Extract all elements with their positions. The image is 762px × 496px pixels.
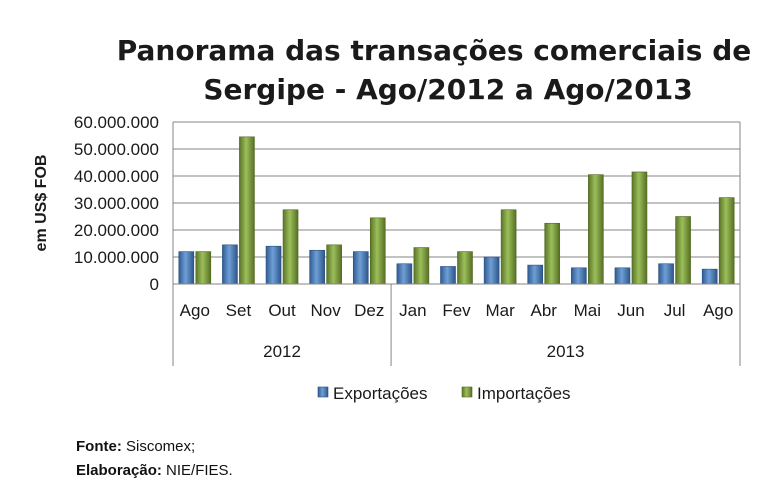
y-tick-label: 50.000.000 — [74, 140, 159, 159]
x-category-label: Nov — [311, 301, 342, 320]
x-category-label: Out — [268, 301, 296, 320]
y-tick-label: 60.000.000 — [74, 113, 159, 132]
gridlines — [173, 121, 740, 258]
bar-importacoes — [544, 222, 561, 285]
bar-importacoes — [195, 251, 212, 285]
x-category-label: Abr — [530, 301, 557, 320]
y-tick-labels: 0 10.000.000 20.000.000 30.000.000 40.000.00… — [74, 113, 159, 294]
bar-exportacoes — [658, 263, 674, 285]
footer-source: Fonte: Siscomex; — [76, 438, 195, 455]
bar-importacoes — [588, 174, 604, 285]
x-category-label: Jul — [664, 301, 686, 320]
bar-exportacoes — [396, 263, 413, 285]
bar-exportacoes — [352, 251, 369, 285]
bar-exportacoes — [265, 245, 282, 285]
y-tick-label: 10.000.000 — [74, 248, 159, 267]
bar-importacoes — [718, 197, 735, 285]
x-category-label: Jan — [399, 301, 426, 320]
y-axis-label: em US$ FOB — [33, 155, 50, 252]
chart-title-line-2: Sergipe - Ago/2012 a Ago/2013 — [203, 73, 692, 106]
axes — [172, 122, 741, 366]
bar-exportacoes — [483, 256, 500, 285]
bar-importacoes — [239, 136, 255, 285]
y-tick-label: 40.000.000 — [74, 167, 159, 186]
bar-exportacoes — [222, 244, 238, 285]
x-category-label: Jun — [617, 301, 644, 320]
x-category-label: Mai — [574, 301, 601, 320]
bar-exportacoes — [440, 266, 456, 285]
x-category-label: Fev — [442, 301, 471, 320]
y-tick-label: 30.000.000 — [74, 194, 159, 213]
y-tick-label: 0 — [150, 275, 159, 294]
footer-source-label: Fonte: — [76, 438, 122, 455]
x-category-label: Set — [226, 301, 252, 320]
bar-importacoes — [282, 209, 299, 285]
bar-importacoes — [326, 244, 342, 285]
legend-label: Exportações — [333, 384, 428, 403]
bar-importacoes — [413, 247, 430, 285]
x-group-label: 2013 — [547, 342, 585, 361]
bar-exportacoes — [571, 267, 587, 285]
footer-source-value: Siscomex; — [126, 438, 196, 455]
bar-exportacoes — [614, 267, 631, 285]
x-category-label: Ago — [703, 301, 733, 320]
x-group-label: 2012 — [263, 342, 301, 361]
footer-elaboration-value: NIE/FIES. — [166, 462, 233, 479]
footer-elaboration-label: Elaboração: — [76, 462, 162, 479]
bar-exportacoes — [178, 251, 195, 285]
bars — [178, 136, 735, 285]
bar-exportacoes — [701, 268, 718, 285]
y-tick-label: 20.000.000 — [74, 221, 159, 240]
footer-elaboration: Elaboração: NIE/FIES. — [76, 462, 233, 479]
bar-exportacoes — [527, 264, 544, 285]
bar-importacoes — [369, 217, 386, 285]
legend-label: Importações — [477, 384, 571, 403]
chart-title: Panorama das transações comerciais de Se… — [117, 34, 751, 106]
bar-importacoes — [631, 171, 648, 285]
x-category-label: Dez — [354, 301, 384, 320]
x-category-label: Ago — [180, 301, 210, 320]
legend: Exportações Importações — [317, 384, 571, 403]
x-category-label: Mar — [485, 301, 515, 320]
chart-title-line-1: Panorama das transações comerciais de — [117, 34, 751, 67]
bar-exportacoes — [309, 249, 325, 285]
bar-importacoes — [675, 216, 691, 285]
legend-swatch — [317, 386, 329, 398]
bar-importacoes — [500, 209, 517, 285]
x-category-labels: Ago Set Out Nov Dez Jan Fev Mar Abr Mai Jun Jul Ago 2… — [180, 301, 734, 361]
legend-swatch — [461, 386, 473, 398]
bar-importacoes — [457, 251, 473, 285]
